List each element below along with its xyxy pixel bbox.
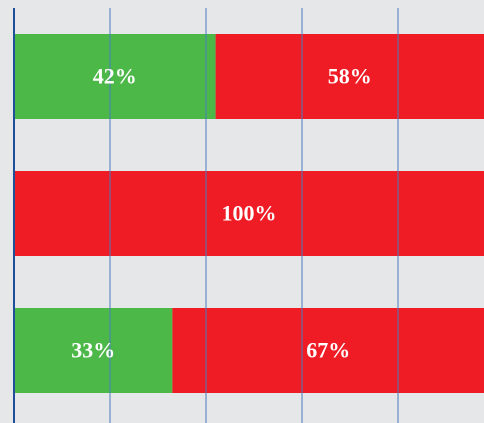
bar-segment xyxy=(172,308,484,393)
bar-segment xyxy=(14,308,173,393)
value-label: 100% xyxy=(222,201,277,226)
value-label: 67% xyxy=(306,338,350,363)
value-label: 42% xyxy=(93,64,137,89)
value-label: 58% xyxy=(328,64,372,89)
value-label: 33% xyxy=(71,338,115,363)
bar-segment xyxy=(215,34,484,119)
bar-segment xyxy=(14,171,484,256)
bar-segment xyxy=(14,34,216,119)
